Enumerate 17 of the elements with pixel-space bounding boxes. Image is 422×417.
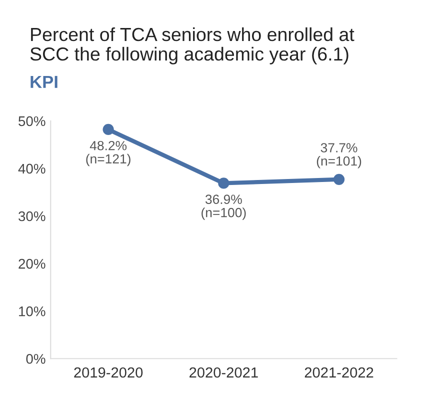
chart-subtitle: KPI: [30, 76, 58, 88]
y-tick-label: 50%: [18, 116, 46, 126]
x-tick-label: 2019-2020: [74, 367, 143, 378]
data-label: 36.9% (n=100): [202, 194, 246, 220]
data-label: 37.7% (n=101): [316, 143, 362, 168]
data-label: 48.2% (n=121): [86, 140, 130, 166]
point: [333, 174, 345, 185]
y-tick-label: 20%: [18, 258, 46, 269]
y-tick-label: 10%: [19, 306, 46, 316]
chart-title: Percent of TCA seniors who enrolled at SCC the following academic year (6.1): [30, 27, 354, 64]
x-tick-label: 2020-2021: [190, 367, 258, 378]
y-tick-label: 0%: [26, 354, 46, 364]
x-tick-label: 2021-2022: [304, 367, 374, 378]
y-tick-label: 30%: [18, 211, 46, 222]
point: [102, 124, 114, 136]
y-tick-label: 40%: [18, 164, 46, 174]
point: [218, 178, 230, 189]
